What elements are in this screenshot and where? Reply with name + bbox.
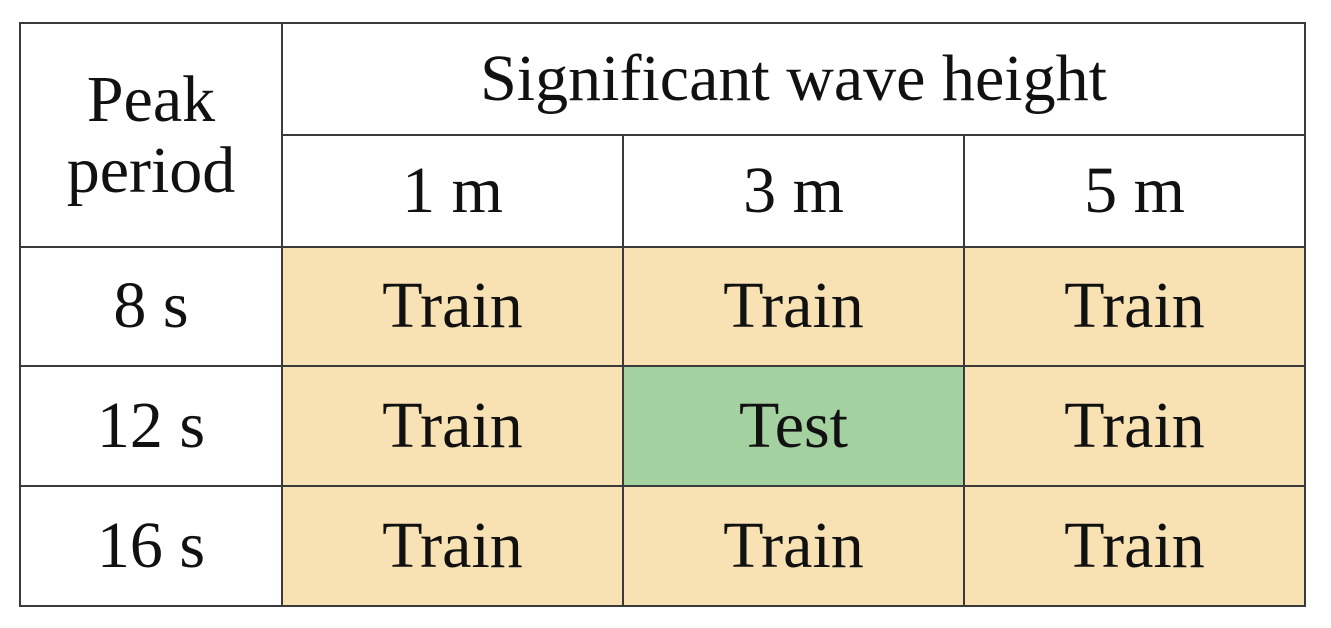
table-row: 8 s Train Train Train: [19, 245, 1306, 368]
train-test-split-table: Peak period Significant wave height 1 m …: [19, 22, 1306, 607]
table-cell-train: Train: [622, 245, 965, 368]
column-header: 3 m: [622, 133, 965, 248]
table-row: 12 s Train Test Train: [19, 365, 1306, 488]
row-header: 16 s: [19, 485, 283, 607]
table-row: 16 s Train Train Train: [19, 485, 1306, 607]
table-cell-test: Test: [622, 365, 965, 488]
row-header: 12 s: [19, 365, 283, 488]
header-row-group: Peak period Significant wave height: [19, 22, 1306, 248]
table-cell-train: Train: [963, 365, 1306, 488]
corner-header-line2: period: [66, 133, 236, 207]
corner-header-peak-period: Peak period: [19, 22, 283, 248]
table-cell-train: Train: [281, 245, 624, 368]
table-cell-train: Train: [622, 485, 965, 607]
column-header: 1 m: [281, 133, 624, 248]
table-cell-train: Train: [963, 485, 1306, 607]
group-header-significant-wave-height: Significant wave height: [281, 22, 1306, 136]
table-cell-train: Train: [963, 245, 1306, 368]
table-cell-train: Train: [281, 485, 624, 607]
corner-header-line1: Peak: [86, 62, 216, 136]
split-table-frame: Peak period Significant wave height 1 m …: [19, 22, 1306, 607]
header-row-columns: 1 m 3 m 5 m: [20, 133, 1306, 248]
table-cell-train: Train: [281, 365, 624, 488]
column-header: 5 m: [963, 133, 1306, 248]
row-header: 8 s: [19, 245, 283, 368]
